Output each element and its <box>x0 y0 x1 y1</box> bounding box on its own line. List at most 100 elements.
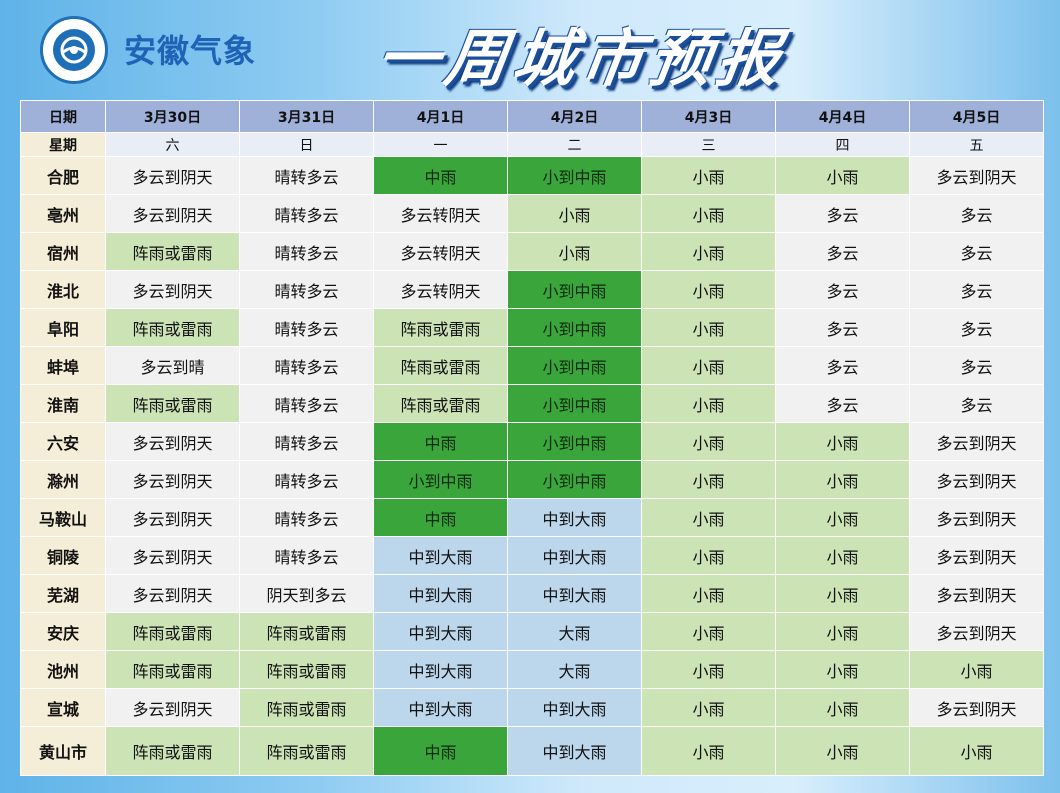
forecast-cell: 多云到阴天 <box>909 498 1044 537</box>
cma-logo-icon <box>40 16 108 84</box>
forecast-cell: 小雨 <box>641 422 776 461</box>
forecast-cell: 阵雨或雷雨 <box>105 726 240 776</box>
date-cell: 3月30日 <box>105 100 240 133</box>
forecast-cell: 多云 <box>775 346 910 385</box>
forecast-cell: 小雨 <box>909 650 1044 689</box>
forecast-cell: 阵雨或雷雨 <box>239 726 374 776</box>
table-row: 亳州 多云到阴天 晴转多云 多云转阴天 小雨 小雨 多云 多云 <box>20 194 1044 233</box>
forecast-cell: 多云 <box>775 384 910 423</box>
forecast-cell: 小雨 <box>641 688 776 727</box>
forecast-cell: 多云到阴天 <box>909 536 1044 575</box>
date-cell: 3月31日 <box>239 100 374 133</box>
forecast-cell: 多云到阴天 <box>909 574 1044 613</box>
table-row: 六安 多云到阴天 晴转多云 中雨 小到中雨 小雨 小雨 多云到阴天 <box>20 422 1044 461</box>
forecast-cell: 中到大雨 <box>507 574 642 613</box>
table-row: 淮南 阵雨或雷雨 晴转多云 阵雨或雷雨 小到中雨 小雨 多云 多云 <box>20 384 1044 423</box>
table-row: 马鞍山 多云到阴天 晴转多云 中雨 中到大雨 小雨 小雨 多云到阴天 <box>20 498 1044 537</box>
forecast-cell: 小到中雨 <box>507 346 642 385</box>
forecast-cell: 晴转多云 <box>239 536 374 575</box>
forecast-cell: 多云 <box>775 308 910 347</box>
forecast-cell: 中到大雨 <box>373 612 508 651</box>
city-name: 亳州 <box>20 194 106 233</box>
forecast-cell: 阵雨或雷雨 <box>105 612 240 651</box>
forecast-cell: 多云到阴天 <box>105 498 240 537</box>
forecast-cell: 小雨 <box>775 460 910 499</box>
forecast-cell: 阵雨或雷雨 <box>373 346 508 385</box>
forecast-cell: 多云转阴天 <box>373 194 508 233</box>
page-header: 安徽气象 一周城市预报 <box>0 0 1060 100</box>
forecast-cell: 多云到阴天 <box>105 460 240 499</box>
weekday-cell: 二 <box>507 132 642 157</box>
forecast-cell: 小雨 <box>775 726 910 776</box>
forecast-cell: 多云 <box>909 346 1044 385</box>
forecast-cell: 多云到阴天 <box>909 612 1044 651</box>
weekday-cell: 四 <box>775 132 910 157</box>
forecast-cell: 小雨 <box>641 232 776 271</box>
table-row: 黄山市 阵雨或雷雨 阵雨或雷雨 中雨 中到大雨 小雨 小雨 小雨 <box>20 726 1044 776</box>
table-row: 淮北 多云到阴天 晴转多云 多云转阴天 小到中雨 小雨 多云 多云 <box>20 270 1044 309</box>
table-row: 阜阳 阵雨或雷雨 晴转多云 阵雨或雷雨 小到中雨 小雨 多云 多云 <box>20 308 1044 347</box>
forecast-cell: 阵雨或雷雨 <box>239 650 374 689</box>
forecast-cell: 大雨 <box>507 650 642 689</box>
forecast-cell: 小雨 <box>775 650 910 689</box>
forecast-cell: 多云到阴天 <box>105 422 240 461</box>
forecast-cell: 多云到阴天 <box>105 536 240 575</box>
page-title: 一周城市预报 <box>372 22 791 95</box>
forecast-cell: 多云到阴天 <box>105 156 240 195</box>
forecast-cell: 晴转多云 <box>239 384 374 423</box>
forecast-cell: 晴转多云 <box>239 346 374 385</box>
org-name: 安徽气象 <box>124 32 257 70</box>
forecast-cell: 中到大雨 <box>373 574 508 613</box>
forecast-cell: 多云 <box>775 232 910 271</box>
date-label: 日期 <box>20 100 106 133</box>
forecast-cell: 多云 <box>909 232 1044 271</box>
city-name: 宣城 <box>20 688 106 727</box>
weekday-cell: 三 <box>641 132 776 157</box>
forecast-cell: 多云到阴天 <box>909 460 1044 499</box>
forecast-cell: 小雨 <box>641 156 776 195</box>
forecast-cell: 中雨 <box>373 498 508 537</box>
city-name: 淮南 <box>20 384 106 423</box>
forecast-cell: 小到中雨 <box>507 460 642 499</box>
forecast-cell: 晴转多云 <box>239 194 374 233</box>
forecast-cell: 晴转多云 <box>239 460 374 499</box>
forecast-cell: 小雨 <box>641 574 776 613</box>
table-row: 芜湖 多云到阴天 阴天到多云 中到大雨 中到大雨 小雨 小雨 多云到阴天 <box>20 574 1044 613</box>
forecast-cell: 多云 <box>909 194 1044 233</box>
forecast-cell: 小雨 <box>641 384 776 423</box>
forecast-cell: 中到大雨 <box>507 688 642 727</box>
forecast-cell: 小到中雨 <box>507 308 642 347</box>
forecast-cell: 中雨 <box>373 422 508 461</box>
city-name: 安庆 <box>20 612 106 651</box>
forecast-cell: 多云 <box>909 384 1044 423</box>
forecast-cell: 多云到阴天 <box>105 574 240 613</box>
forecast-cell: 小雨 <box>641 308 776 347</box>
table-row: 合肥 多云到阴天 晴转多云 中雨 小到中雨 小雨 小雨 多云到阴天 <box>20 156 1044 195</box>
forecast-cell: 小到中雨 <box>507 422 642 461</box>
forecast-cell: 阵雨或雷雨 <box>105 308 240 347</box>
forecast-cell: 小到中雨 <box>507 270 642 309</box>
forecast-cell: 阵雨或雷雨 <box>105 650 240 689</box>
forecast-cell: 大雨 <box>507 612 642 651</box>
forecast-cell: 晴转多云 <box>239 308 374 347</box>
weekday-cell: 日 <box>239 132 374 157</box>
forecast-cell: 小雨 <box>641 346 776 385</box>
forecast-cell: 小雨 <box>775 422 910 461</box>
forecast-cell: 小雨 <box>641 270 776 309</box>
forecast-cell: 阵雨或雷雨 <box>105 232 240 271</box>
forecast-cell: 小到中雨 <box>507 156 642 195</box>
forecast-cell: 中到大雨 <box>507 726 642 776</box>
forecast-cell: 多云到阴天 <box>105 688 240 727</box>
city-name: 池州 <box>20 650 106 689</box>
forecast-cell: 多云到阴天 <box>909 688 1044 727</box>
city-name: 宿州 <box>20 232 106 271</box>
forecast-table: 日期 3月30日 3月31日 4月1日 4月2日 4月3日 4月4日 4月5日 … <box>20 100 1044 776</box>
forecast-cell: 小雨 <box>641 612 776 651</box>
forecast-cell: 小雨 <box>641 460 776 499</box>
date-cell: 4月4日 <box>775 100 910 133</box>
forecast-cell: 晴转多云 <box>239 156 374 195</box>
table-row: 宿州 阵雨或雷雨 晴转多云 多云转阴天 小雨 小雨 多云 多云 <box>20 232 1044 271</box>
city-name: 芜湖 <box>20 574 106 613</box>
forecast-cell: 晴转多云 <box>239 422 374 461</box>
forecast-cell: 小雨 <box>775 688 910 727</box>
